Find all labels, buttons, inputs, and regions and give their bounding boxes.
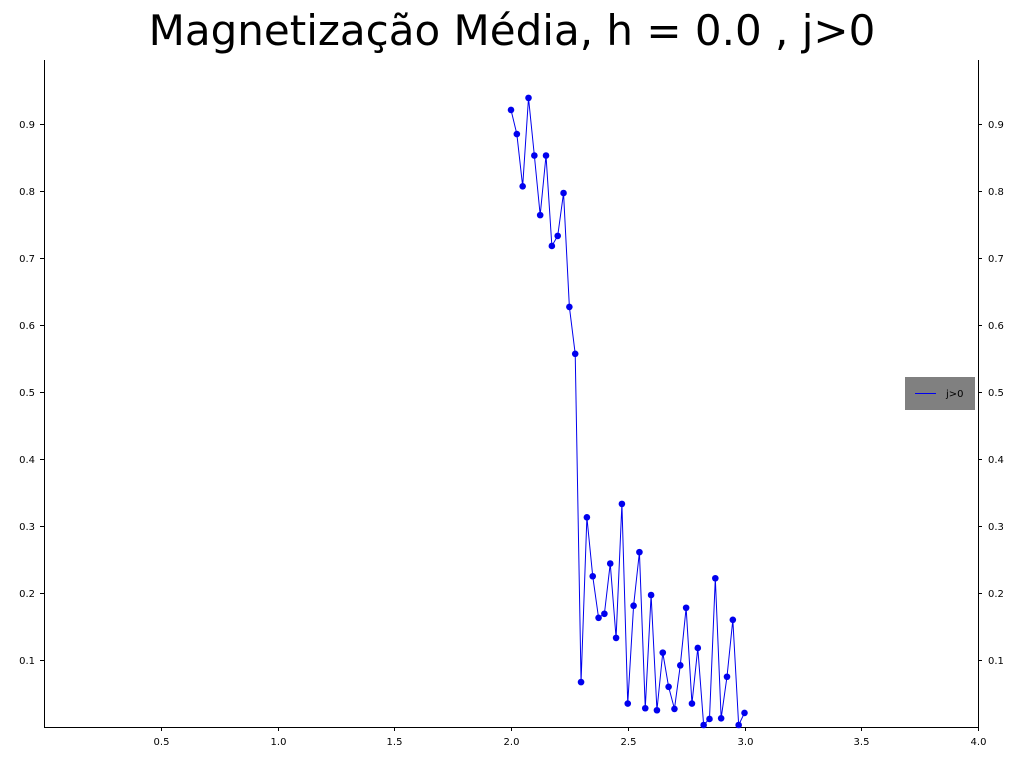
y-tick-label-right: 0.7 (988, 254, 1004, 265)
y-axis-right-ticks: 0.1 0.2 0.3 0.4 0.5 0.6 0.7 0.8 0.9 (978, 120, 1004, 667)
data-point (717, 714, 725, 722)
y-tick-label-left: 0.9 (19, 120, 35, 131)
data-point (653, 706, 661, 714)
y-tick-label-left: 0.5 (19, 388, 35, 399)
y-tick-label-right: 0.3 (988, 522, 1004, 533)
data-point (525, 94, 532, 102)
data-point (688, 700, 696, 707)
y-tick-label-left: 0.1 (19, 656, 35, 667)
data-point (606, 560, 614, 567)
data-point (571, 350, 579, 358)
data-point (519, 183, 526, 190)
data-point (589, 572, 597, 580)
y-tick-label-left: 0.2 (19, 589, 35, 600)
data-point (647, 591, 655, 599)
x-tick-label: 0.5 (154, 737, 170, 748)
data-point (735, 721, 742, 729)
data-point (712, 574, 719, 582)
data-point (676, 662, 684, 669)
x-tick-label: 4.0 (971, 737, 987, 748)
data-point (536, 211, 544, 219)
y-tick-label-right: 0.4 (988, 455, 1004, 466)
x-axis-ticks: 0.5 1.0 1.5 2.0 2.5 3.0 3.5 4.0 (154, 727, 987, 748)
data-point (595, 614, 602, 622)
data-point (671, 705, 678, 713)
data-point (542, 152, 550, 159)
data-point (694, 644, 702, 652)
legend: j>0 (905, 377, 975, 410)
data-point (723, 673, 731, 681)
y-tick-label-left: 0.7 (19, 254, 35, 265)
data-point (601, 610, 608, 618)
series-line (510, 97, 745, 727)
data-point (682, 604, 690, 612)
data-point (700, 721, 707, 729)
data-point (659, 649, 667, 656)
data-point (566, 303, 573, 311)
x-tick-label: 3.0 (738, 737, 754, 748)
x-tick-label: 3.5 (854, 737, 870, 748)
chart-title: Magnetização Média, h = 0.0 , j>0 (149, 6, 876, 55)
data-point (560, 189, 567, 197)
data-point (612, 634, 620, 642)
x-tick-label: 2.5 (621, 737, 637, 748)
y-tick-label-left: 0.6 (19, 321, 35, 332)
data-point (665, 683, 672, 691)
data-point (706, 715, 713, 723)
data-point (741, 709, 748, 717)
data-point (554, 232, 561, 240)
y-tick-label-right: 0.8 (988, 187, 1004, 198)
data-point (548, 242, 556, 250)
y-tick-label-left: 0.4 (19, 455, 35, 466)
data-point (531, 152, 538, 159)
y-tick-label-right: 0.6 (988, 321, 1004, 332)
data-point (577, 678, 585, 686)
data-point (513, 130, 521, 138)
y-tick-label-right: 0.2 (988, 589, 1004, 600)
x-tick-label: 2.0 (504, 737, 520, 748)
x-tick-label: 1.5 (387, 737, 403, 748)
legend-series-label: j>0 (945, 389, 964, 400)
y-tick-label-right: 0.1 (988, 656, 1004, 667)
y-tick-label-right: 0.9 (988, 120, 1004, 131)
data-point (618, 500, 626, 508)
data-point (583, 513, 591, 521)
data-point (729, 616, 737, 624)
data-point (636, 548, 643, 556)
plot-series (507, 94, 748, 729)
data-point (507, 106, 515, 114)
data-point (630, 602, 637, 610)
data-point (641, 704, 649, 712)
y-axis-left-ticks: 0.1 0.2 0.3 0.4 0.5 0.6 0.7 0.8 0.9 (19, 120, 44, 667)
y-tick-label-left: 0.8 (19, 187, 35, 198)
y-tick-label-right: 0.5 (988, 388, 1004, 399)
x-tick-label: 1.0 (271, 737, 287, 748)
data-point (624, 700, 632, 707)
y-tick-label-left: 0.3 (19, 522, 35, 533)
